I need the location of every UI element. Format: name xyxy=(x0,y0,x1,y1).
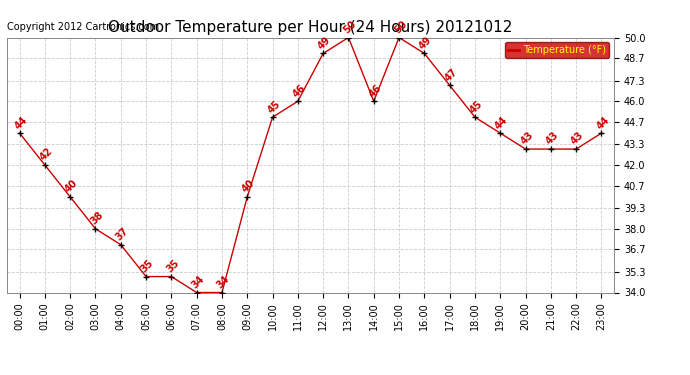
Text: 49: 49 xyxy=(316,34,333,51)
Text: 46: 46 xyxy=(291,82,308,99)
Text: 40: 40 xyxy=(63,178,80,195)
Text: 43: 43 xyxy=(519,130,535,147)
Text: 43: 43 xyxy=(544,130,560,147)
Text: 40: 40 xyxy=(240,178,257,195)
Legend: Temperature (°F): Temperature (°F) xyxy=(505,42,609,58)
Text: 38: 38 xyxy=(88,210,105,226)
Text: 45: 45 xyxy=(266,98,282,115)
Text: 34: 34 xyxy=(190,274,206,290)
Text: 35: 35 xyxy=(164,258,181,274)
Text: 37: 37 xyxy=(114,226,130,243)
Text: 34: 34 xyxy=(215,274,232,290)
Text: Copyright 2012 Cartronics.com: Copyright 2012 Cartronics.com xyxy=(7,22,159,32)
Text: 50: 50 xyxy=(342,19,358,35)
Text: 44: 44 xyxy=(595,114,611,131)
Text: 50: 50 xyxy=(392,19,408,35)
Text: 35: 35 xyxy=(139,258,156,274)
Text: 45: 45 xyxy=(468,98,484,115)
Text: 43: 43 xyxy=(569,130,586,147)
Text: 44: 44 xyxy=(493,114,510,131)
Text: 44: 44 xyxy=(12,114,29,131)
Text: 47: 47 xyxy=(443,66,460,83)
Text: 49: 49 xyxy=(417,34,434,51)
Title: Outdoor Temperature per Hour (24 Hours) 20121012: Outdoor Temperature per Hour (24 Hours) … xyxy=(108,20,513,35)
Text: 46: 46 xyxy=(367,82,384,99)
Text: 42: 42 xyxy=(38,146,55,163)
